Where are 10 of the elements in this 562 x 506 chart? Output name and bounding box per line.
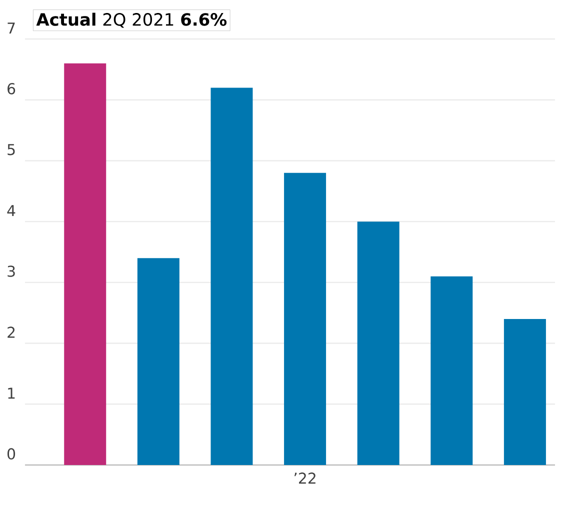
y-tick-label: 6 <box>8 83 16 94</box>
y-tick-label: 3 <box>8 266 15 277</box>
y-tick-label: 2 <box>8 326 15 338</box>
y-tick-label: 5 <box>8 144 15 156</box>
y-tick-label: 4 <box>7 205 16 216</box>
x-tick-label: ’22 <box>294 472 316 484</box>
y-tick-label: 1 <box>8 388 15 399</box>
y-tick-label: 7 <box>8 22 15 34</box>
y-tick-label: 0 <box>8 448 16 460</box>
text: Actual 2Q 2021 6.6% <box>36 12 227 28</box>
